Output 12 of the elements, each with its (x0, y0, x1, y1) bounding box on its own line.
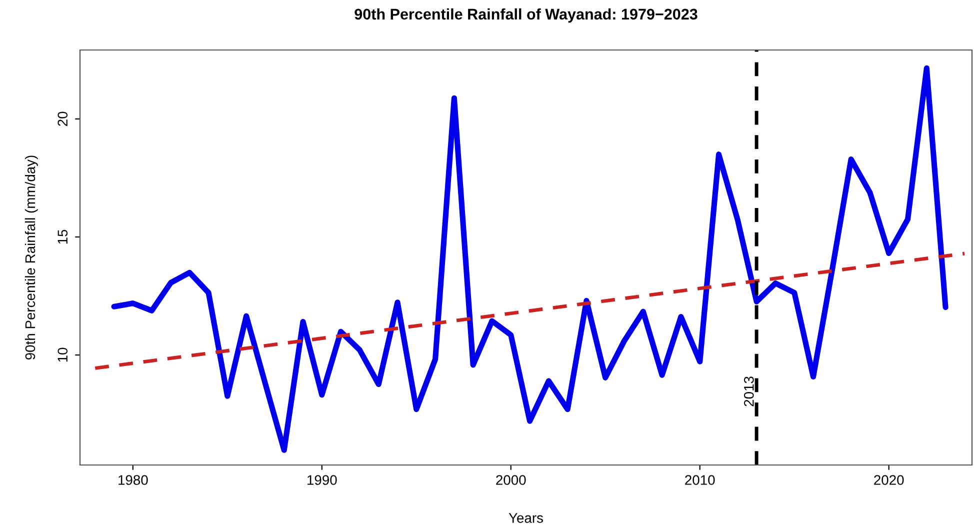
y-tick-label: 20 (58, 112, 68, 126)
y-tick-label: 15 (58, 230, 68, 244)
ref-line-label: 2013 (744, 376, 754, 406)
y-tick-label: 10 (58, 348, 68, 362)
x-tick-label: 2020 (874, 475, 904, 485)
x-axis-title: Years (508, 513, 544, 523)
x-tick-label: 1990 (308, 475, 337, 485)
x-tick-label: 1980 (118, 475, 148, 485)
y-axis-title: 90th Percentile Rainfall (mm/day) (24, 156, 38, 360)
x-tick-label: 2000 (496, 475, 526, 485)
x-tick-label: 2010 (685, 475, 715, 485)
chart-title: 90th Percentile Rainfall of Wayanad: 1979−2023 (354, 8, 698, 23)
